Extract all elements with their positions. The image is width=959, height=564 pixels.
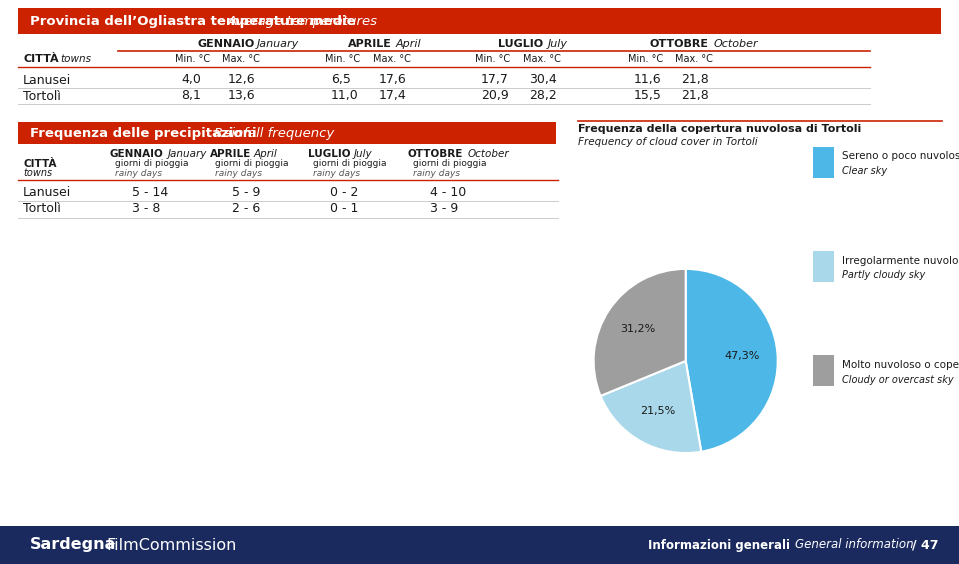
Text: 3 - 9: 3 - 9 [430,202,458,215]
Text: 21,8: 21,8 [681,90,709,103]
Text: 30,4: 30,4 [529,73,557,86]
Text: 13,6: 13,6 [228,90,256,103]
Text: Irregolarmente nuvoloso: Irregolarmente nuvoloso [842,255,959,266]
Text: 0 - 2: 0 - 2 [330,186,359,199]
Text: giorni di pioggia: giorni di pioggia [313,160,386,169]
Text: Sereno o poco nuvoloso: Sereno o poco nuvoloso [842,151,959,161]
FancyBboxPatch shape [18,122,556,144]
Text: 21,8: 21,8 [681,73,709,86]
Wedge shape [594,269,686,396]
Text: 3 - 8: 3 - 8 [132,202,160,215]
Text: APRILE: APRILE [348,39,392,49]
Text: 28,2: 28,2 [529,90,557,103]
Text: 6,5: 6,5 [331,73,351,86]
Text: Max. °C: Max. °C [523,54,561,64]
Text: April: April [396,39,422,49]
Text: 20,9: 20,9 [481,90,509,103]
Text: Cloudy or overcast sky: Cloudy or overcast sky [842,374,953,385]
Text: 17,4: 17,4 [379,90,407,103]
Text: January: January [257,39,299,49]
Text: giorni di pioggia: giorni di pioggia [215,160,289,169]
Text: Min. °C: Min. °C [175,54,210,64]
Text: Max. °C: Max. °C [675,54,713,64]
Text: LUGLIO: LUGLIO [498,39,543,49]
Text: 47,3%: 47,3% [725,351,760,361]
Text: Sardegna: Sardegna [30,537,116,553]
Text: rainy days: rainy days [313,169,361,178]
Text: Tortolì: Tortolì [23,90,60,103]
FancyBboxPatch shape [18,8,941,34]
Text: OTTOBRE: OTTOBRE [408,149,463,159]
Text: LUGLIO: LUGLIO [308,149,350,159]
Text: rainy days: rainy days [215,169,262,178]
Text: July: July [354,149,373,159]
Text: General information: General information [795,539,914,552]
Text: Min. °C: Min. °C [325,54,361,64]
Text: 17,6: 17,6 [379,73,407,86]
Text: GENNAIO: GENNAIO [197,39,254,49]
Text: Clear sky: Clear sky [842,166,887,176]
Text: Tortolì: Tortolì [23,202,60,215]
Text: towns: towns [23,168,52,178]
Text: rainy days: rainy days [115,169,162,178]
Text: Frequency of cloud cover in Tortoli: Frequency of cloud cover in Tortoli [578,137,758,147]
Text: Max. °C: Max. °C [373,54,410,64]
Text: Average temperatures: Average temperatures [228,15,378,28]
Text: giorni di pioggia: giorni di pioggia [115,160,189,169]
Text: 5 - 9: 5 - 9 [232,186,261,199]
Text: rainy days: rainy days [413,169,460,178]
Text: October: October [714,39,759,49]
Text: / 47: / 47 [912,539,939,552]
Text: Max. °C: Max. °C [222,54,260,64]
Text: Partly cloudy sky: Partly cloudy sky [842,270,925,280]
Text: Provincia dell’Ogliastra temperature medie: Provincia dell’Ogliastra temperature med… [30,15,356,28]
Text: October: October [468,149,509,159]
Text: Min. °C: Min. °C [475,54,510,64]
Text: 11,0: 11,0 [331,90,359,103]
Text: CITTÀ: CITTÀ [23,159,57,169]
Text: 15,5: 15,5 [634,90,662,103]
Text: GENNAIO: GENNAIO [110,149,164,159]
Wedge shape [600,361,701,453]
Text: APRILE: APRILE [210,149,251,159]
Text: Lanusei: Lanusei [23,73,71,86]
Text: 8,1: 8,1 [181,90,200,103]
Text: towns: towns [60,54,91,64]
Text: Lanusei: Lanusei [23,186,71,199]
Text: Rainfall frequency: Rainfall frequency [214,126,335,139]
Text: July: July [548,39,568,49]
Wedge shape [686,269,778,452]
Text: giorni di pioggia: giorni di pioggia [413,160,486,169]
Text: CITTÀ: CITTÀ [23,54,58,64]
Text: Frequenza delle precipitazioni: Frequenza delle precipitazioni [30,126,257,139]
Text: 17,7: 17,7 [481,73,509,86]
Text: Min. °C: Min. °C [628,54,663,64]
Text: Frequenza della copertura nuvolosa di Tortoli: Frequenza della copertura nuvolosa di To… [578,124,861,134]
Text: 11,6: 11,6 [634,73,662,86]
Text: 12,6: 12,6 [228,73,256,86]
Text: Molto nuvoloso o coperto: Molto nuvoloso o coperto [842,360,959,370]
FancyBboxPatch shape [0,526,959,564]
Text: 4 - 10: 4 - 10 [430,186,466,199]
Text: 31,2%: 31,2% [620,324,656,334]
Text: April: April [254,149,278,159]
Text: 21,5%: 21,5% [641,406,676,416]
Text: Informazioni generali: Informazioni generali [648,539,790,552]
Text: 2 - 6: 2 - 6 [232,202,260,215]
Text: January: January [168,149,207,159]
Text: 5 - 14: 5 - 14 [132,186,168,199]
Text: OTTOBRE: OTTOBRE [650,39,709,49]
Text: FilmCommission: FilmCommission [106,537,236,553]
Text: 0 - 1: 0 - 1 [330,202,359,215]
Text: 4,0: 4,0 [181,73,200,86]
